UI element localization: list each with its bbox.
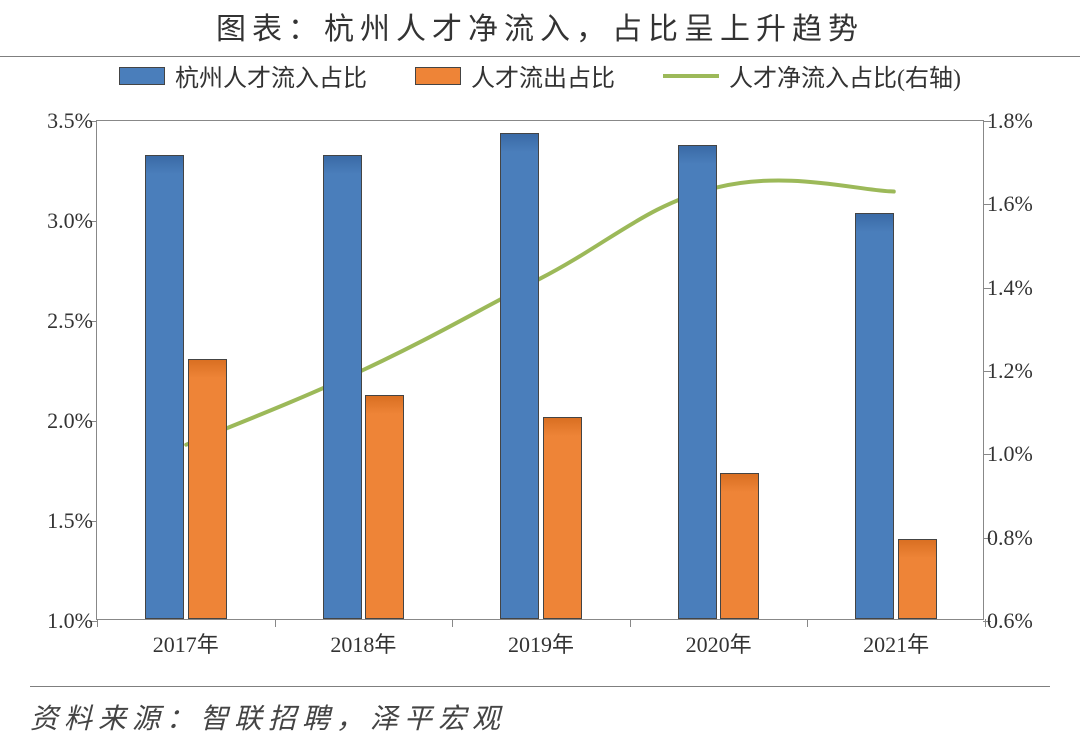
x-category-label: 2021年	[863, 627, 929, 659]
legend-label: 杭州人才流入占比	[175, 58, 367, 93]
bar-outflow	[188, 359, 227, 619]
y-right-tick-label: 1.8%	[987, 108, 1045, 134]
y-left-tick-label: 1.5%	[33, 508, 93, 534]
y-left-tick-label: 1.0%	[33, 608, 93, 634]
source-attribution: 资料来源：智联招聘，泽平宏观	[30, 686, 1050, 737]
bar-inflow	[855, 213, 894, 619]
y-right-tick-label: 1.2%	[987, 358, 1045, 384]
x-category-label: 2018年	[330, 627, 396, 659]
bar-outflow	[898, 539, 937, 619]
y-right-tick-label: 1.6%	[987, 191, 1045, 217]
plot-area: 1.0%1.5%2.0%2.5%3.0%3.5%0.6%0.8%1.0%1.2%…	[96, 120, 984, 620]
bar-inflow	[500, 133, 539, 619]
bar-inflow	[323, 155, 362, 619]
legend-item-net: 人才净流入占比(右轴)	[663, 58, 961, 93]
bar-outflow	[720, 473, 759, 619]
legend-swatch-bar	[119, 67, 165, 85]
legend: 杭州人才流入占比 人才流出占比 人才净流入占比(右轴)	[0, 58, 1080, 93]
bar-inflow	[145, 155, 184, 619]
bar-outflow	[543, 417, 582, 619]
legend-swatch-bar	[415, 67, 461, 85]
bar-outflow	[365, 395, 404, 619]
x-category-label: 2017年	[153, 627, 219, 659]
y-right-tick-label: 1.0%	[987, 441, 1045, 467]
y-left-tick-label: 2.0%	[33, 408, 93, 434]
y-left-tick-label: 2.5%	[33, 308, 93, 334]
x-category-label: 2019年	[508, 627, 574, 659]
x-category-label: 2020年	[686, 627, 752, 659]
y-right-tick-label: 0.8%	[987, 525, 1045, 551]
bar-inflow	[678, 145, 717, 619]
legend-swatch-line	[663, 74, 719, 78]
y-left-tick-label: 3.5%	[33, 108, 93, 134]
legend-item-outflow: 人才流出占比	[415, 58, 615, 93]
line-series-svg	[97, 121, 983, 619]
legend-label: 人才净流入占比(右轴)	[729, 58, 961, 93]
chart-title: 图表：杭州人才净流入，占比呈上升趋势	[0, 4, 1080, 57]
legend-item-inflow: 杭州人才流入占比	[119, 58, 367, 93]
legend-label: 人才流出占比	[471, 58, 615, 93]
y-right-tick-label: 0.6%	[987, 608, 1045, 634]
y-left-tick-label: 3.0%	[33, 208, 93, 234]
plot-container: 1.0% 1.5% 2.0% 2.5% 3.0% 3.5% 0.6% 0.8% 1.0% 1.2%…	[30, 110, 1050, 670]
net-inflow-line	[186, 180, 894, 444]
y-right-tick-label: 1.4%	[987, 275, 1045, 301]
